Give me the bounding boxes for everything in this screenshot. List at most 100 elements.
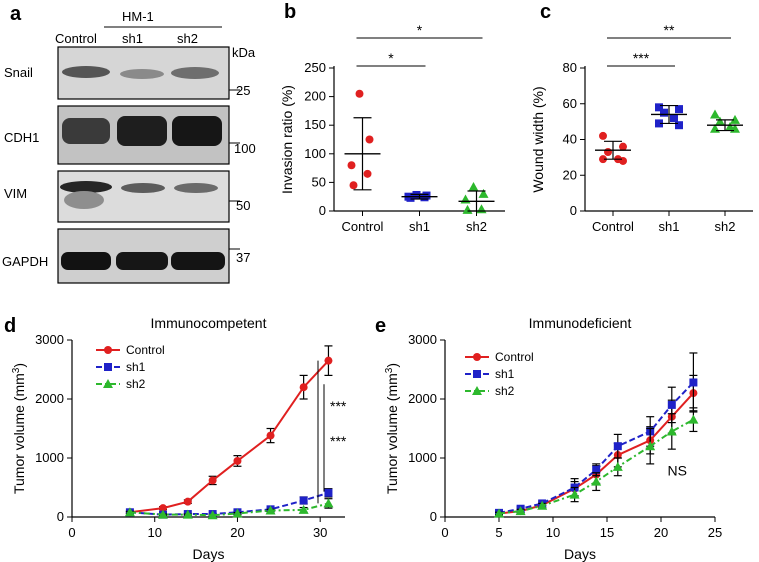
data-point-control (347, 161, 356, 170)
data-point-sh1 (655, 103, 663, 112)
data-point-sh1 (689, 378, 698, 387)
x-tick-label: 10 (147, 525, 161, 540)
data-point-sh2 (462, 204, 473, 214)
data-point-sh1 (592, 465, 601, 474)
x-tick-label: sh1 (659, 219, 680, 234)
legend-marker-sh1 (104, 363, 112, 371)
x-tick-label: 10 (546, 525, 560, 540)
data-point-sh2 (124, 507, 135, 517)
legend-label-sh2: sh2 (126, 377, 146, 391)
data-point-control (233, 456, 242, 465)
data-point-sh2 (476, 204, 487, 214)
lane-label-control: Control (55, 31, 97, 46)
y-tick-label: 20 (563, 167, 577, 182)
band-snail-sh1 (120, 69, 164, 79)
data-point-sh2 (569, 489, 580, 499)
data-point-control (363, 169, 372, 178)
marker-100: 100 (234, 141, 256, 156)
data-point-sh2 (182, 509, 193, 519)
x-tick-label: Control (592, 219, 634, 234)
data-point-sh2 (591, 476, 602, 486)
protein-label-gapdh: GAPDH (2, 254, 48, 269)
data-point-sh2 (666, 426, 677, 436)
data-point-control (599, 155, 607, 164)
data-point-sh2 (207, 510, 218, 520)
band-vim-control-smear (64, 191, 104, 209)
band-vim-sh2 (174, 183, 218, 193)
y-tick-label: 50 (312, 174, 326, 189)
y-tick-label: 1000 (35, 450, 64, 465)
y-tick-label: 250 (304, 60, 326, 75)
band-cdh1-sh1 (117, 116, 167, 146)
legend-marker-sh1 (473, 370, 481, 378)
immunocompetent-growth-chart: 0 1000 2000 3000 0 10 20 30 Days Immunocompetent T… (11, 315, 347, 562)
y-tick-label: 1000 (408, 450, 437, 465)
panel-label-e: e (375, 315, 386, 337)
series-line-control (498, 392, 695, 515)
panel-label-d: d (4, 315, 16, 337)
ns-annotation: NS (667, 463, 686, 479)
data-point-control (619, 156, 627, 165)
y-axis-title: Tumor volume (mm3) (11, 363, 27, 494)
x-tick-label: 15 (600, 525, 614, 540)
data-point-sh1 (613, 442, 622, 451)
data-point-control (208, 476, 217, 485)
data-point-control (183, 497, 192, 506)
western-blot-panel: HM-1 Control sh1 sh2 kDa Snail 25 CDH1 1… (2, 9, 256, 284)
y-axis-title: Wound width (%) (530, 86, 546, 192)
legend-label-sh1: sh1 (126, 360, 146, 374)
marker-50: 50 (236, 198, 250, 213)
y-tick-label: 150 (304, 117, 326, 132)
data-point-control (604, 148, 612, 157)
y-tick-label: 2000 (408, 391, 437, 406)
panel-label-c: c (540, 1, 551, 23)
band-cdh1-control (62, 118, 110, 144)
data-point-control (365, 135, 374, 144)
lane-label-sh2: sh2 (177, 31, 198, 46)
y-tick-label: 2000 (35, 391, 64, 406)
significance-label: ** (664, 22, 675, 38)
data-point-control (159, 504, 167, 513)
data-point-control (299, 383, 308, 392)
y-tick-label: 0 (57, 509, 64, 524)
chart-title: Immunodeficient (529, 315, 632, 331)
data-point-control (349, 181, 358, 190)
band-vim-control (60, 181, 112, 193)
x-tick-label: 30 (313, 525, 327, 540)
data-point-sh2 (715, 116, 725, 126)
y-tick-label: 3000 (408, 332, 437, 347)
data-point-sh2 (158, 509, 168, 519)
x-tick-label: 20 (230, 525, 244, 540)
x-tick-label: Control (342, 219, 384, 234)
x-axis-title: Days (193, 546, 225, 562)
legend-label-sh2: sh2 (495, 384, 515, 398)
protein-label-snail: Snail (4, 65, 33, 80)
data-point-sh2 (265, 505, 276, 515)
data-point-sh2 (494, 508, 504, 518)
significance-label: * (417, 22, 423, 38)
data-point-control (599, 131, 607, 140)
series-line-sh1 (498, 381, 695, 514)
cell-line-label: HM-1 (122, 9, 154, 24)
legend-marker-control (104, 346, 112, 354)
data-point-control (324, 356, 333, 365)
data-point-sh2 (515, 506, 526, 516)
panel-label-b: b (284, 1, 296, 23)
x-tick-label: sh2 (466, 219, 487, 234)
data-point-sh1 (675, 105, 683, 114)
y-axis-title: Invasion ratio (%) (279, 85, 295, 194)
data-point-sh2 (232, 508, 243, 518)
data-point-sh2 (468, 181, 479, 191)
significance-label: *** (633, 50, 650, 66)
y-tick-label: 80 (563, 60, 577, 75)
data-point-sh2 (645, 441, 656, 451)
chart-title: Immunocompetent (151, 315, 267, 331)
data-point-sh2 (478, 188, 489, 198)
significance-label-sh1: *** (330, 398, 347, 414)
x-tick-label: sh1 (409, 219, 430, 234)
panel-label-a: a (10, 3, 22, 25)
lane-label-sh1: sh1 (122, 31, 143, 46)
band-gapdh-control (61, 252, 111, 270)
marker-37: 37 (236, 250, 250, 265)
